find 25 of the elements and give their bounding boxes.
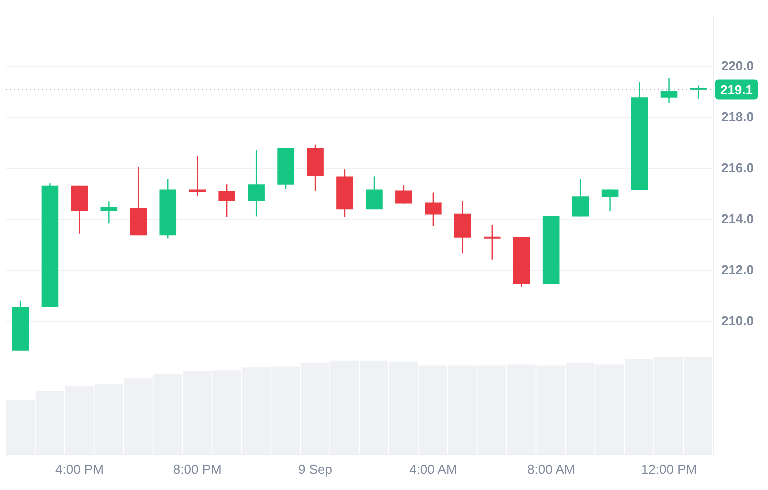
ref-line-label: 219.1 bbox=[720, 82, 754, 98]
candlestick bbox=[484, 224, 501, 260]
y-tick-label: 212.0 bbox=[721, 262, 754, 278]
candlestick bbox=[100, 201, 118, 224]
candlestick bbox=[396, 184, 412, 204]
x-tick-label: 8:00 AM bbox=[527, 462, 576, 477]
x-tick-label: 4:00 AM bbox=[410, 462, 458, 477]
candlestick bbox=[454, 200, 472, 254]
x-tick-label: 4:00 PM bbox=[55, 462, 104, 477]
candlestick bbox=[660, 78, 678, 104]
x-tick-label: 9 Sep bbox=[298, 462, 333, 477]
candlestick bbox=[189, 155, 206, 197]
y-tick-label: 216.0 bbox=[721, 160, 754, 176]
candlestick bbox=[366, 176, 383, 210]
x-tick-label: 12:00 PM bbox=[641, 462, 698, 477]
y-tick-label: 214.0 bbox=[721, 211, 754, 226]
y-tick-label: 218.0 bbox=[721, 109, 754, 124]
candlestick bbox=[572, 178, 590, 218]
candlestick bbox=[248, 150, 265, 218]
x-tick-label: 8:00 PM bbox=[173, 462, 222, 477]
candlestick bbox=[602, 189, 619, 212]
candlestick bbox=[425, 192, 442, 228]
candlestick bbox=[218, 184, 236, 218]
y-tick-label: 210.0 bbox=[721, 313, 754, 328]
y-tick-label: 220.0 bbox=[721, 58, 754, 74]
